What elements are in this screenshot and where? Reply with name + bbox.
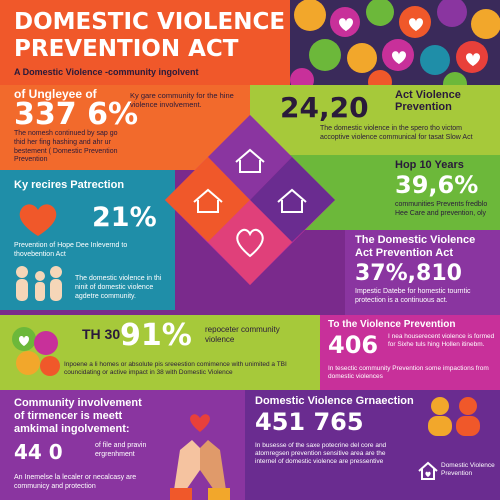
heart-pattern-icon xyxy=(290,0,500,85)
panel-f-body: Inpoene a li homes or absolute pis sreee… xyxy=(64,361,287,377)
panel-a-stat: 337 6% xyxy=(14,97,138,132)
panel-g-body: In tesectic community Prevention some im… xyxy=(328,365,489,381)
panel-c-body: communities Prevents fredblo Hee Care an… xyxy=(395,201,488,217)
panel-i-body: In busesse of the saxe potecrine del cor… xyxy=(255,442,387,466)
stat-panel-i: Domestic Violence Grnaection 451 765 In … xyxy=(245,390,500,500)
heart-pattern xyxy=(290,0,500,85)
panel-a-label: of Ungleyee of xyxy=(14,87,97,101)
panel-b-body: The domestic violence in the spero tho v… xyxy=(320,125,473,141)
house-icon-left xyxy=(193,188,223,213)
panel-c-stat: 39,6% xyxy=(395,171,479,199)
page-subtitle: A Domestic Violence -community ingolvent xyxy=(14,67,199,77)
panel-c-heading: Hop 10 Years xyxy=(395,159,464,171)
panel-f-small-stat: TH 30 xyxy=(82,326,121,342)
people-icon xyxy=(428,397,480,436)
panel-h-stat: 44 0 xyxy=(14,440,63,464)
panel-a-side-text: Ky gare community for the hine violence … xyxy=(130,91,234,110)
stat-panel-f: TH 30 91% repoceter community violence I… xyxy=(0,315,320,390)
house-icon-right xyxy=(277,188,307,213)
panel-h-heading-line3: amkimal ingolvement: xyxy=(14,423,130,435)
panel-e-body: Impestic Datebe for homestic tourntic pr… xyxy=(355,288,471,304)
hands-heart-icon xyxy=(170,414,230,500)
page-title-line1: DOMESTIC VIOLENCE xyxy=(14,9,286,35)
house-icon xyxy=(235,148,265,173)
panel-d-body: The domestic violence in thi ninit of do… xyxy=(75,275,162,300)
stat-panel-g: To the Violence Prevention 406 I nea hou… xyxy=(320,315,500,390)
heart-hands-icon xyxy=(19,204,57,236)
panel-b-heading: Act Violence Prevention xyxy=(395,89,461,113)
panel-a-body: The nomesh continued by sap go thid her … xyxy=(14,130,118,164)
panel-g-stat: 406 xyxy=(328,331,379,359)
panel-d-heading: Ky recires Patrection xyxy=(14,179,125,191)
panel-f-side-text: repoceter community violence xyxy=(205,325,280,344)
panel-b-stat: 24,20 xyxy=(280,91,369,124)
stat-panel-e: The Domestic Violence Act Prevention Act… xyxy=(345,230,500,315)
panel-h-side-text: of file and pravin ergrenhment xyxy=(95,442,147,458)
stat-panel-a: of Ungleyee of 337 6% Ky gare community … xyxy=(0,85,250,170)
family-icon xyxy=(16,266,62,301)
heart-outline-icon xyxy=(236,228,264,258)
panel-h-heading-line2: of tirmencer is meett xyxy=(14,410,123,422)
panel-g-heading: To the Violence Prevention xyxy=(328,319,456,330)
footer-house-icon xyxy=(418,461,438,480)
panel-d-stat: 21% xyxy=(92,202,157,233)
panel-e-heading-line2: Act Prevention Act xyxy=(355,247,454,259)
panel-i-stat: 451 765 xyxy=(255,408,364,436)
panel-h-heading-line1: Community involvement xyxy=(14,397,142,409)
panel-h-body: An Inemelse la lecaler or necalcasy are … xyxy=(14,474,137,490)
center-diamond-graphic xyxy=(165,115,335,285)
panel-d-label: Prevention of Hope Dee Inlevernd to thov… xyxy=(14,242,128,258)
panel-i-heading: Domestic Violence Grnaection xyxy=(255,395,414,407)
panel-e-stat: 37%,810 xyxy=(355,261,462,286)
hearts-cluster-icon xyxy=(12,327,60,376)
panel-e-heading-line1: The Domestic Violence xyxy=(355,234,476,246)
page-title-line2: PREVENTION ACT xyxy=(14,36,239,62)
panel-g-side-text: I nea houserecent violence is formed for… xyxy=(388,333,495,349)
stat-panel-d: Ky recires Patrection 21% Prevention of … xyxy=(0,170,175,310)
footer-logo-text: Domestic Violence Prevention xyxy=(441,462,495,478)
panel-f-stat: 91% xyxy=(120,318,192,353)
stat-panel-b: 24,20 Act Violence Prevention The domest… xyxy=(250,85,500,155)
header-panel: DOMESTIC VIOLENCE PREVENTION ACT A Domes… xyxy=(0,0,290,85)
stat-panel-h: Community involvement of tirmencer is me… xyxy=(0,390,245,500)
